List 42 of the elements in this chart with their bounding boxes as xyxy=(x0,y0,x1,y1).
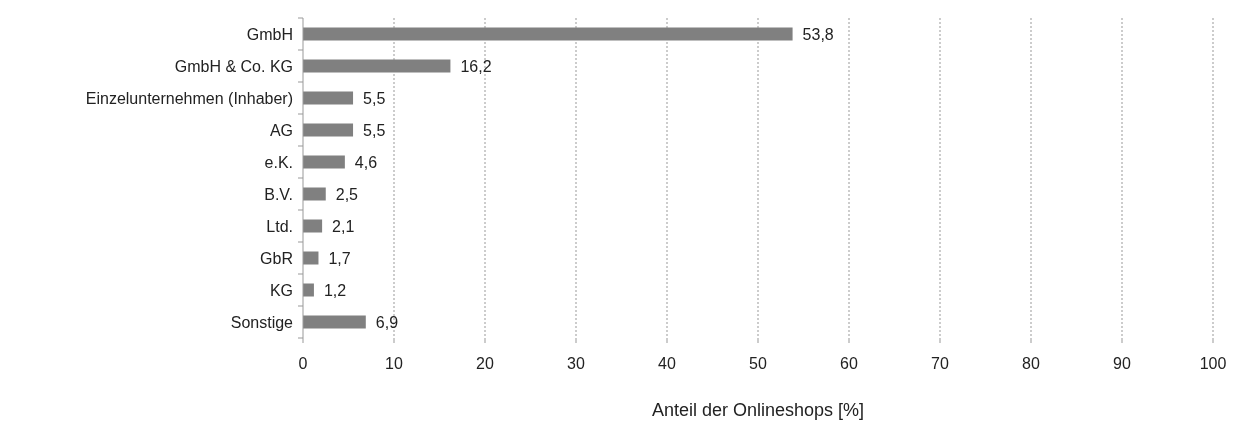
x-tick-label: 50 xyxy=(749,355,767,372)
x-tick-label: 60 xyxy=(840,355,858,372)
y-tick-label: GbR xyxy=(260,249,293,267)
y-tick-label: Sonstige xyxy=(230,313,294,331)
y-tick-label: Ltd. xyxy=(266,217,293,235)
bar xyxy=(303,27,793,41)
data-label: 6,9 xyxy=(375,313,399,331)
data-label: 5,5 xyxy=(363,121,386,139)
x-tick-label: 70 xyxy=(931,355,949,372)
bar xyxy=(303,59,451,73)
data-label: 1,7 xyxy=(328,249,351,267)
bar xyxy=(303,91,354,105)
y-tick-label: e.K. xyxy=(264,153,293,171)
bar xyxy=(303,219,323,233)
data-label: 1,2 xyxy=(323,281,347,299)
x-tick-label: 30 xyxy=(567,355,585,372)
x-tick-label: 40 xyxy=(658,355,676,372)
x-tick-label: 20 xyxy=(476,355,494,372)
y-tick-label: GmbH xyxy=(246,25,293,43)
x-tick-label: 90 xyxy=(1113,355,1131,372)
bar xyxy=(303,123,354,137)
y-tick-label: Einzelunternehmen (Inhaber) xyxy=(85,89,293,107)
bar xyxy=(303,155,345,169)
y-tick-label: B.V. xyxy=(264,185,293,203)
data-label: 16,2 xyxy=(460,57,492,75)
data-label: 4,6 xyxy=(354,153,378,171)
y-tick-label: KG xyxy=(269,281,293,299)
data-label: 53,8 xyxy=(802,25,834,43)
bar xyxy=(303,315,366,329)
y-tick-label: AG xyxy=(269,121,293,139)
y-tick-label: GmbH & Co. KG xyxy=(174,57,293,75)
data-label: 2,5 xyxy=(335,185,359,203)
data-label: 2,1 xyxy=(332,217,355,235)
bar xyxy=(303,283,314,297)
x-tick-label: 0 xyxy=(298,355,308,372)
x-tick-label: 10 xyxy=(385,355,403,372)
data-label: 5,5 xyxy=(363,89,386,107)
x-tick-label: 100 xyxy=(1199,355,1227,372)
x-tick-label: 80 xyxy=(1022,355,1040,372)
x-axis-title: Anteil der Onlineshops [%] xyxy=(651,400,865,420)
bar xyxy=(303,187,326,201)
bar xyxy=(303,251,319,265)
